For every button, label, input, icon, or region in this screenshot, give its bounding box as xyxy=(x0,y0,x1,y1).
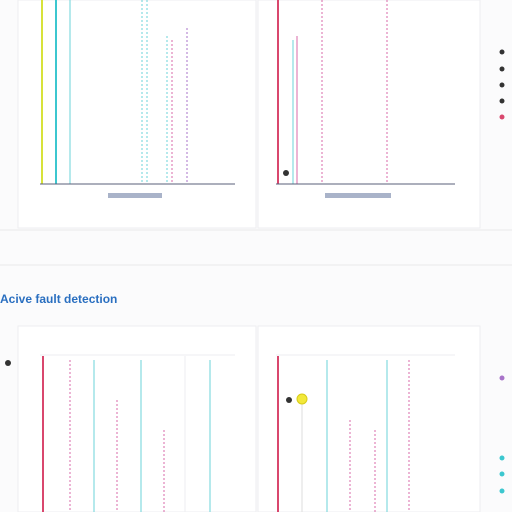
panel xyxy=(17,0,257,229)
chart xyxy=(40,0,235,198)
dot xyxy=(499,66,505,72)
dot xyxy=(499,455,505,461)
section-title: Acive fault detection xyxy=(0,292,118,306)
dot xyxy=(499,114,505,120)
marker xyxy=(283,170,289,176)
marker xyxy=(5,360,11,366)
marker xyxy=(286,397,292,403)
chart xyxy=(5,354,235,512)
dot xyxy=(499,98,505,104)
panel xyxy=(257,325,481,512)
panel xyxy=(17,325,257,512)
highlight xyxy=(296,393,308,405)
dot xyxy=(499,49,505,55)
dot xyxy=(499,82,505,88)
panel xyxy=(257,0,481,229)
chart xyxy=(276,0,455,198)
dot xyxy=(499,375,505,381)
dot xyxy=(499,488,505,494)
sidebar xyxy=(499,49,505,494)
chart xyxy=(276,354,455,512)
dot xyxy=(499,471,505,477)
axis-caption xyxy=(108,193,162,198)
axis-caption xyxy=(325,193,391,198)
